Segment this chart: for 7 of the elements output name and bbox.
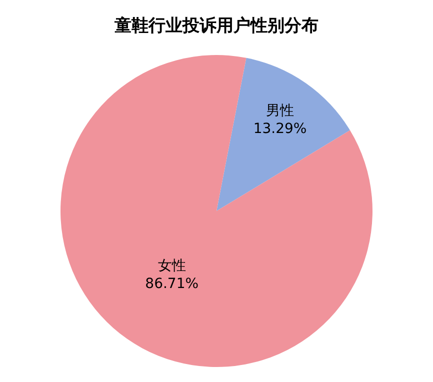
chart-title: 童鞋行业投诉用户性别分布	[114, 16, 318, 36]
data-label: 13.29%	[253, 121, 307, 138]
slice-label: 女性	[158, 258, 186, 274]
data-label: 86.71%	[145, 276, 199, 292]
pie-slice	[60, 55, 372, 367]
pie-slice	[216, 58, 350, 211]
slice-label: 男性	[266, 102, 294, 119]
